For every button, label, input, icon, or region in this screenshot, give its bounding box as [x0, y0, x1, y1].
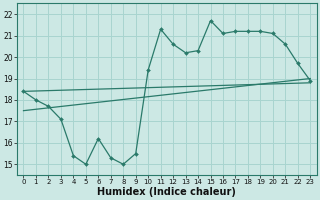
- X-axis label: Humidex (Indice chaleur): Humidex (Indice chaleur): [98, 187, 236, 197]
